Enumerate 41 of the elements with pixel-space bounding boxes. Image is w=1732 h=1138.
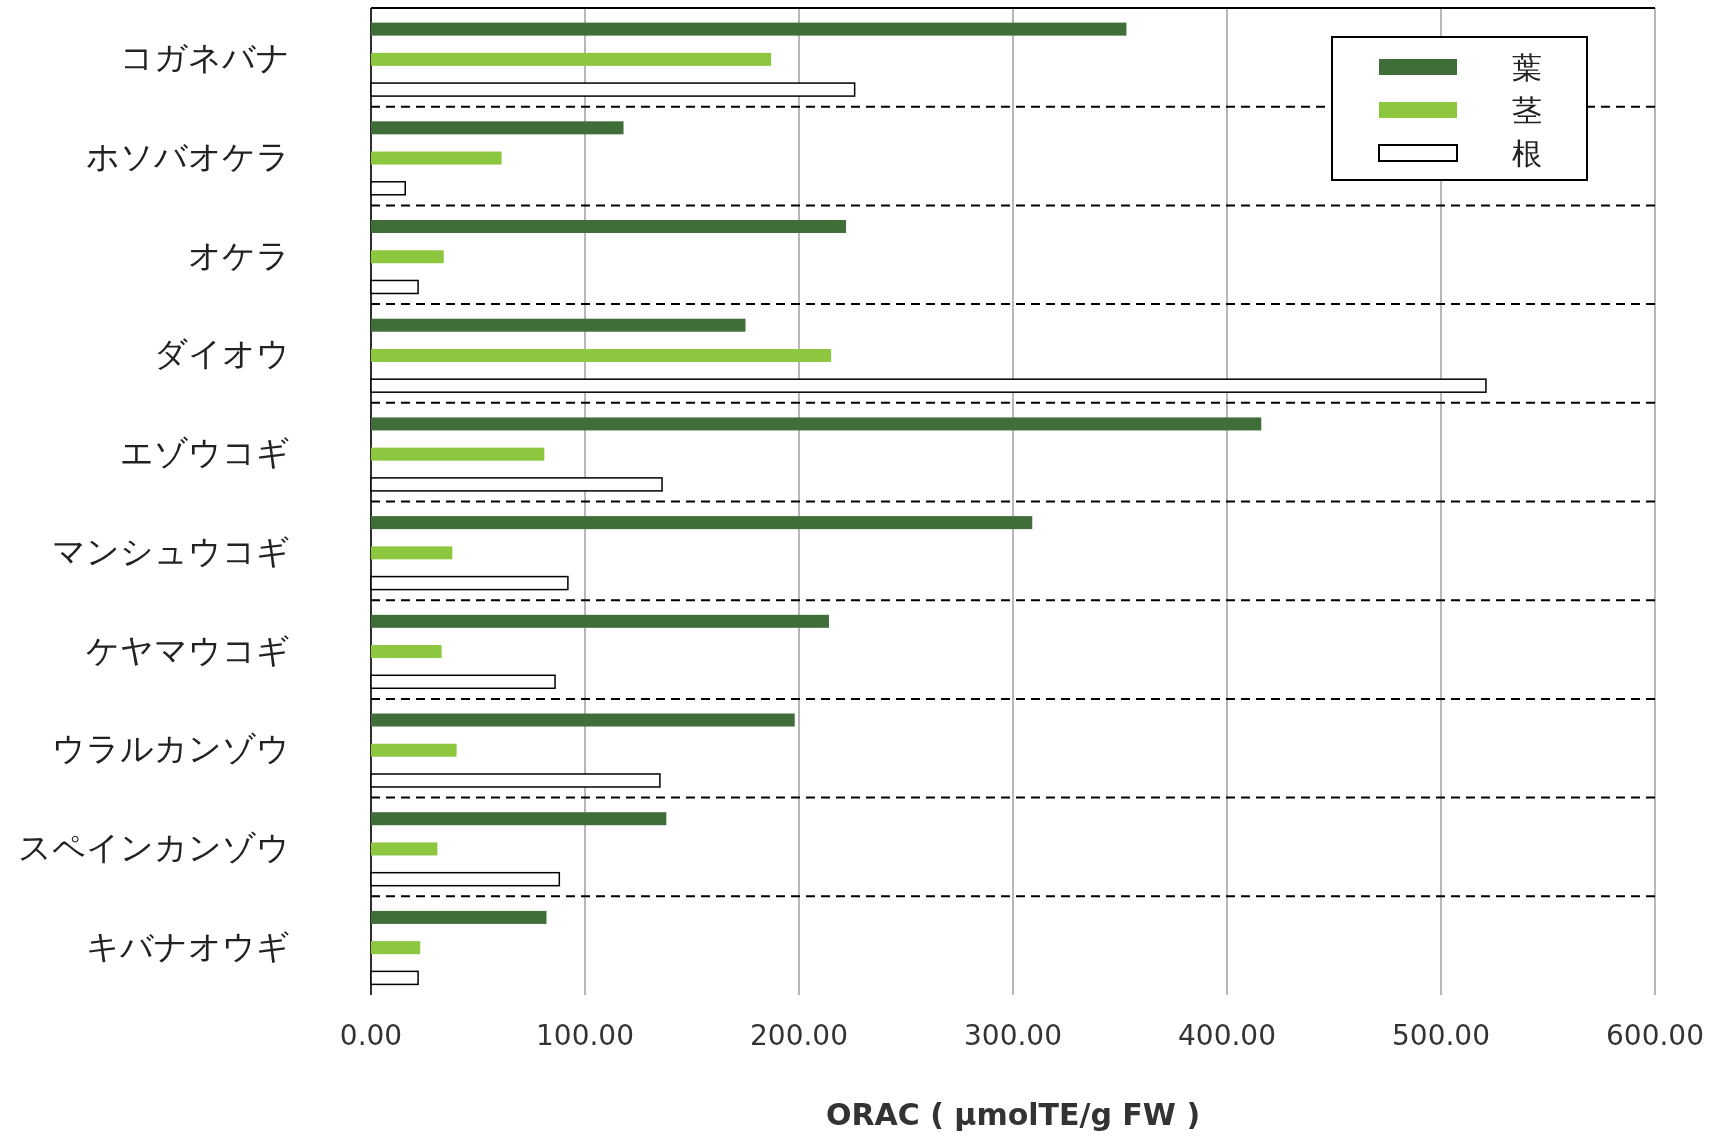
y-tick-label: ケヤマウコギ (86, 630, 290, 670)
bar (371, 220, 847, 234)
y-tick-label: キバナオウギ (86, 926, 290, 966)
bar (371, 546, 453, 560)
bar (371, 910, 547, 924)
y-tick-label: ウラルカンゾウ (52, 729, 290, 769)
bar (371, 713, 795, 727)
y-tick-label: ホソバオケラ (86, 137, 290, 177)
y-tick-label: コガネバナ (120, 38, 290, 78)
legend-label: 根 (1512, 136, 1542, 171)
bar (371, 52, 772, 66)
legend-label: 茎 (1512, 93, 1542, 128)
y-tick-label: ダイオウ (154, 334, 290, 374)
x-tick-label: 600.00 (1606, 1019, 1704, 1052)
x-tick-label: 200.00 (750, 1019, 848, 1052)
y-tick-label: マンシュウコギ (52, 531, 290, 571)
x-tick-label: 100.00 (536, 1019, 634, 1052)
bar (371, 812, 667, 826)
y-tick-label: オケラ (188, 235, 290, 275)
bar (371, 516, 1033, 530)
bar (371, 447, 545, 461)
bar (371, 318, 746, 332)
x-tick-label: 300.00 (964, 1019, 1062, 1052)
bar (371, 151, 502, 165)
x-axis-title: ORAC ( µmolTE/g FW ) (825, 1097, 1201, 1132)
bar (371, 842, 438, 856)
bar (371, 614, 829, 628)
bar (371, 22, 1127, 36)
y-tick-label: エゾウコギ (120, 433, 290, 473)
bar (371, 348, 832, 362)
bar (371, 121, 624, 135)
legend-label: 葉 (1512, 50, 1542, 85)
bar (371, 743, 457, 757)
bar (371, 645, 442, 659)
bar (371, 417, 1262, 431)
x-tick-label: 500.00 (1392, 1019, 1490, 1052)
y-tick-label: スペインカンゾウ (18, 827, 290, 867)
x-tick-label: 0.00 (339, 1019, 403, 1052)
x-tick-label: 400.00 (1178, 1019, 1276, 1052)
bar (371, 250, 444, 264)
bar (371, 941, 421, 955)
